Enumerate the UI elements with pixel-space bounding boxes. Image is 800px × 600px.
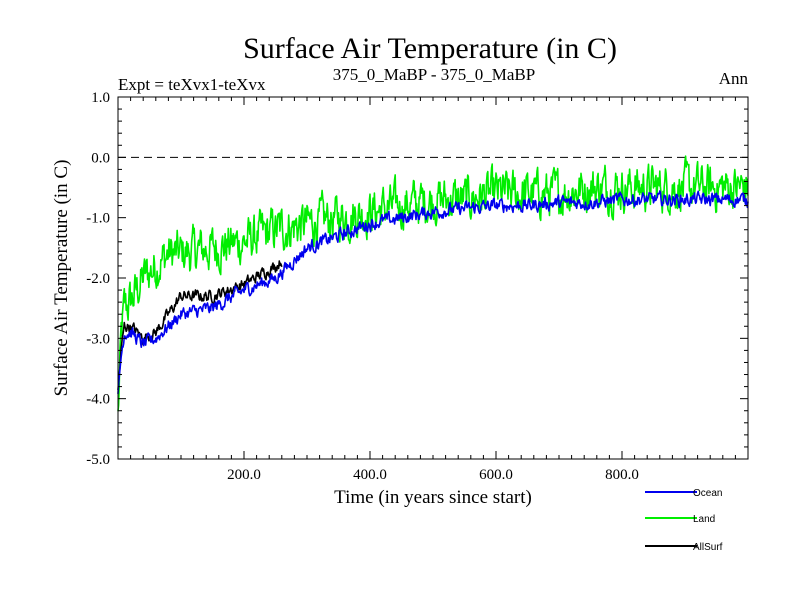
- chart-subtitle-right: Ann: [719, 69, 749, 88]
- x-tick-label: 800.0: [605, 467, 639, 483]
- x-tick-label: 200.0: [227, 467, 261, 483]
- legend-entry-allsurf: AllSurf: [645, 542, 723, 553]
- legend-label-allsurf: AllSurf: [693, 542, 723, 553]
- y-tick-label: 0.0: [91, 150, 110, 166]
- plot-content: [117, 155, 749, 412]
- axis-ticks: 200.0 400.0 600.0 800.0 1.0 0.0 -1.0 -2.0 -3.0 -4…: [86, 90, 748, 483]
- chart-subtitle-center: 375_0_MaBP - 375_0_MaBP: [333, 65, 535, 84]
- series-line-land: [117, 155, 749, 412]
- y-tick-label: 1.0: [91, 90, 110, 106]
- legend: Ocean Land AllSurf: [645, 488, 723, 553]
- y-axis-label: Surface Air Temperature (in C): [51, 160, 72, 397]
- y-tick-label: -4.0: [86, 392, 110, 408]
- x-axis-label: Time (in years since start): [334, 487, 532, 508]
- legend-label-land: Land: [693, 514, 715, 525]
- x-tick-label: 600.0: [479, 467, 513, 483]
- legend-entry-ocean: Ocean: [645, 488, 722, 499]
- plot-frame: [117, 96, 749, 460]
- legend-entry-land: Land: [645, 514, 715, 525]
- y-tick-label: -2.0: [86, 271, 110, 287]
- chart-title: Surface Air Temperature (in C): [243, 32, 617, 65]
- y-tick-label: -5.0: [86, 452, 110, 468]
- chart-subtitle-left: Expt = teXvx1-teXvx: [118, 75, 266, 94]
- x-tick-label: 400.0: [353, 467, 387, 483]
- legend-label-ocean: Ocean: [693, 488, 722, 499]
- series-line-ocean: [117, 190, 749, 394]
- series-line-allsurf: [117, 260, 283, 390]
- y-tick-label: -3.0: [86, 331, 110, 347]
- y-tick-label: -1.0: [86, 211, 110, 227]
